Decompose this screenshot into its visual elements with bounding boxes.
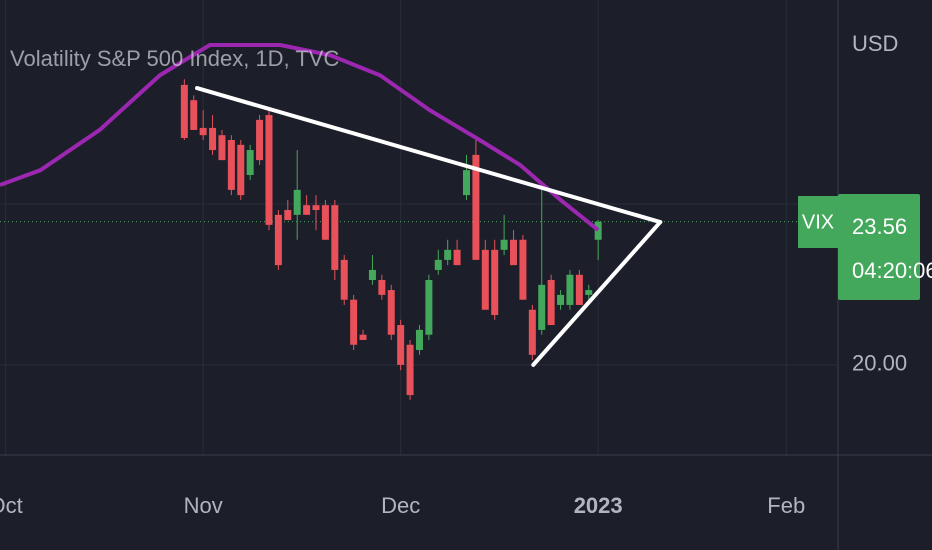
plot <box>0 43 838 400</box>
candle-body <box>331 205 339 270</box>
candle-body <box>453 249 461 266</box>
candle-body <box>293 189 301 215</box>
candle-body <box>340 259 348 300</box>
symbol-label: VIX <box>802 211 834 233</box>
candle-body <box>218 135 226 161</box>
candle-body <box>500 239 508 250</box>
chart-title: Volatility S&P 500 Index, 1D, TVC <box>10 46 339 71</box>
x-tick-label: Oct <box>0 493 23 518</box>
candle-body <box>180 84 188 138</box>
candle-body <box>199 127 207 136</box>
y-tick-label: 20.00 <box>852 351 907 376</box>
symbol-badge <box>798 196 838 248</box>
candle-body <box>425 280 433 335</box>
candle-body <box>528 309 536 355</box>
candle-body <box>350 299 358 345</box>
candle-body <box>434 259 442 270</box>
candle-body <box>397 325 405 365</box>
candle-body <box>246 150 254 175</box>
candle-body <box>462 170 470 196</box>
candle-body <box>481 249 489 310</box>
candle-body <box>387 290 395 335</box>
candle-body <box>378 280 386 295</box>
candle-body <box>284 210 292 221</box>
candle-body <box>274 214 282 266</box>
last-price: 23.56 <box>852 214 907 239</box>
candle-body <box>209 127 217 151</box>
candle-body <box>256 119 264 161</box>
candle-body <box>406 344 414 396</box>
candle-body <box>444 249 452 260</box>
candle-body <box>594 221 602 240</box>
candle-body <box>585 290 593 295</box>
candle-body <box>321 205 329 240</box>
price-labels: VIX 23.56 04:20:06 <box>798 194 932 300</box>
x-tick-label: Dec <box>381 493 420 518</box>
candle-body <box>312 205 320 210</box>
candle-body <box>265 115 273 225</box>
candle-body <box>368 269 376 280</box>
candle-body <box>303 205 311 215</box>
candle-body <box>359 334 367 340</box>
candle-body <box>415 329 423 350</box>
x-tick-label: Nov <box>184 493 223 518</box>
countdown: 04:20:06 <box>852 258 932 283</box>
candle-body <box>557 294 565 305</box>
candle-body <box>575 274 583 305</box>
moving-average <box>0 43 600 232</box>
candle-body <box>519 239 527 300</box>
candle-body <box>227 140 235 190</box>
candle-body <box>472 154 480 260</box>
candle-body <box>237 144 245 196</box>
candle-body <box>491 249 499 315</box>
trendline <box>195 86 663 225</box>
candle-body <box>538 284 546 330</box>
currency-label: USD <box>852 31 898 56</box>
candle-body <box>547 280 555 326</box>
x-tick-label: 2023 <box>574 493 623 518</box>
x-tick-label: Feb <box>767 493 805 518</box>
candle-body <box>510 239 518 266</box>
candle-body <box>566 274 574 305</box>
price-badge <box>838 194 920 300</box>
candle-body <box>190 100 198 130</box>
trendline <box>531 220 663 367</box>
